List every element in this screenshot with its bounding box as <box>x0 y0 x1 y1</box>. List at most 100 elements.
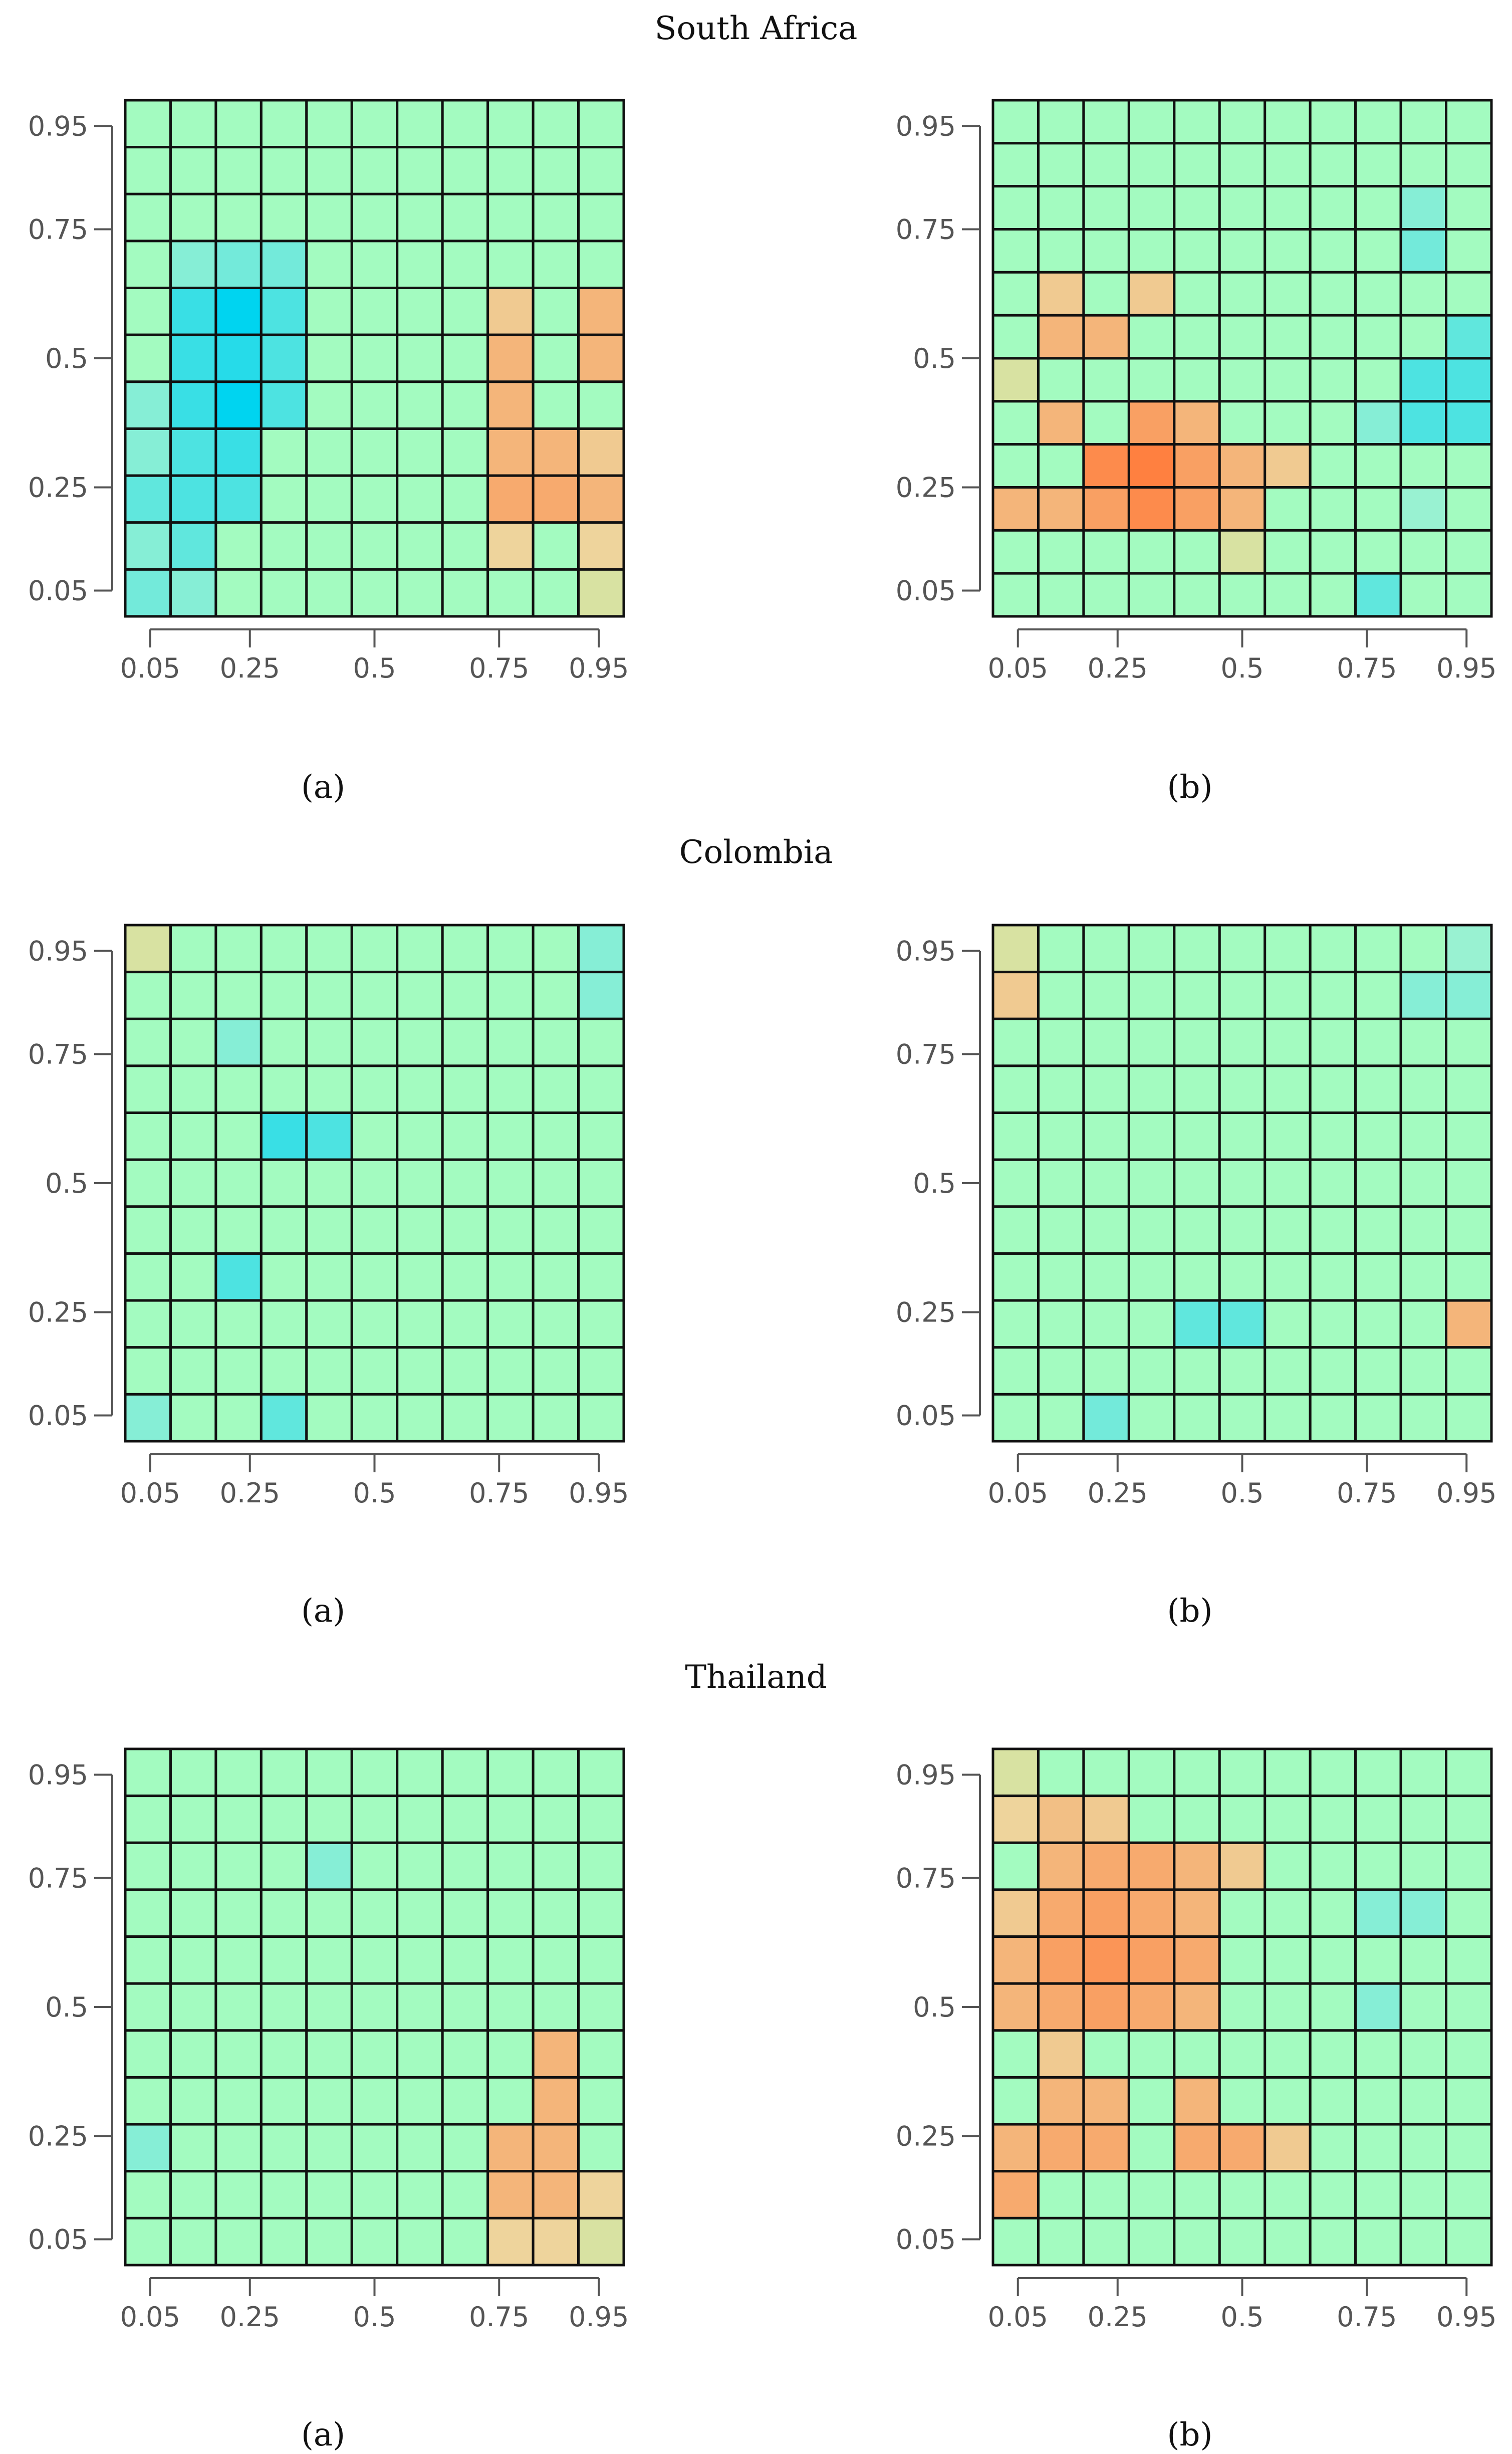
heatmap-cell <box>1218 486 1267 532</box>
heatmap-cell <box>260 1017 308 1067</box>
heatmap-cell <box>486 380 535 430</box>
heatmap-cell <box>1037 1252 1085 1302</box>
heatmap-cell <box>441 2076 489 2126</box>
heatmap-cell <box>214 568 263 618</box>
heatmap-cell <box>124 2029 172 2079</box>
heatmap-cell <box>1082 1017 1130 1067</box>
heatmap-cell <box>1218 142 1267 188</box>
heatmap-cell <box>1082 1841 1130 1891</box>
heatmap-cell <box>350 521 399 571</box>
heatmap-cell <box>486 333 535 383</box>
heatmap-cell <box>1218 1017 1267 1067</box>
heatmap-cell <box>396 380 444 430</box>
heatmap-cell <box>1218 357 1267 403</box>
heatmap-cell <box>124 1064 172 1114</box>
heatmap-cell <box>1309 400 1357 446</box>
heatmap-cell <box>486 474 535 524</box>
heatmap-cell <box>1445 1841 1493 1891</box>
heatmap-cell <box>396 2076 444 2126</box>
heatmap-cell <box>1445 99 1493 145</box>
heatmap-cell <box>532 333 580 383</box>
heatmap-cell <box>1354 99 1402 145</box>
heatmap-cell <box>305 1747 353 1798</box>
heatmap-cell <box>1309 1982 1357 2032</box>
heatmap-cell <box>1354 529 1402 575</box>
heatmap-cell <box>1445 1935 1493 1985</box>
heatmap-cell <box>441 521 489 571</box>
heatmap-cell <box>1445 924 1493 974</box>
heatmap-cell <box>486 924 535 974</box>
heatmap-cell <box>124 1888 172 1938</box>
heatmap-cell <box>1173 1017 1221 1067</box>
y-tick-label: 0.05 <box>28 575 88 607</box>
heatmap-cell <box>441 1158 489 1208</box>
heatmap-cell <box>1445 2076 1493 2126</box>
heatmap-cell <box>305 2029 353 2079</box>
heatmap-cell <box>1309 1935 1357 1985</box>
heatmap-cell <box>991 1158 1040 1208</box>
heatmap-cell <box>532 2029 580 2079</box>
heatmap-cell <box>1173 1795 1221 1844</box>
heatmap-cell <box>486 2170 535 2219</box>
heatmap-cell <box>1218 1299 1267 1349</box>
heatmap-cell <box>1399 2029 1448 2079</box>
heatmap-cell <box>577 1982 625 2032</box>
x-tick-label: 0.25 <box>220 652 280 684</box>
x-tick-label: 0.5 <box>1221 2301 1264 2333</box>
x-tick-label: 0.95 <box>1436 1477 1496 1509</box>
heatmap-cell <box>991 572 1040 618</box>
heatmap-cell <box>1127 1299 1176 1349</box>
heatmap-cell <box>1309 1393 1357 1443</box>
heatmap-cell <box>991 1064 1040 1114</box>
heatmap-cell <box>396 1205 444 1255</box>
heatmap-cell <box>1264 1111 1312 1161</box>
heatmap-cell <box>1354 1064 1402 1114</box>
heatmap-cell <box>1218 1795 1267 1844</box>
heatmap-cell <box>1264 2216 1312 2267</box>
heatmap-cell <box>350 1888 399 1938</box>
heatmap-cell <box>1037 1393 1085 1443</box>
y-tick-label: 0.05 <box>28 2224 88 2256</box>
heatmap-cell <box>577 146 625 195</box>
heatmap-cell <box>991 443 1040 489</box>
heatmap-cell <box>260 2170 308 2219</box>
panel-label-south-africa-a: (a) <box>301 769 345 806</box>
heatmap-cell <box>1264 1064 1312 1114</box>
heatmap-cell <box>1173 486 1221 532</box>
heatmap-cell <box>441 1205 489 1255</box>
heatmap-cell <box>1445 1111 1493 1161</box>
heatmap-cell <box>169 1111 217 1161</box>
heatmap-cell <box>214 1346 263 1396</box>
heatmap-cell <box>577 2170 625 2219</box>
heatmap-cell <box>1082 1252 1130 1302</box>
x-tick-label: 0.25 <box>220 1477 280 1509</box>
heatmap-cell <box>1037 2216 1085 2267</box>
heatmap-cell <box>124 146 172 195</box>
heatmap-cell <box>441 380 489 430</box>
heatmap-cell <box>260 192 308 243</box>
heatmap-cell <box>1037 1346 1085 1396</box>
heatmap-cell <box>1399 2076 1448 2126</box>
heatmap-cell <box>486 2123 535 2173</box>
heatmap-cell <box>486 1795 535 1844</box>
heatmap-cell <box>1399 1252 1448 1302</box>
heatmap-cell <box>532 1299 580 1349</box>
heatmap-cell <box>1445 2029 1493 2079</box>
heatmap-cell <box>260 1064 308 1114</box>
heatmap-cell <box>991 2123 1040 2173</box>
heatmap-cell <box>260 333 308 383</box>
heatmap-cell <box>577 2076 625 2126</box>
heatmap-cell <box>350 1111 399 1161</box>
heatmap-cell <box>214 2123 263 2173</box>
heatmap-cell <box>1173 99 1221 145</box>
heatmap-cell <box>1309 1299 1357 1349</box>
heatmap-cell <box>350 924 399 974</box>
heatmap-cell <box>169 2170 217 2219</box>
heatmap-cell <box>1218 2123 1267 2173</box>
heatmap-cell <box>214 1158 263 1208</box>
heatmap-cell <box>1309 314 1357 360</box>
heatmap-cell <box>169 1982 217 2032</box>
heatmap-cell <box>532 146 580 195</box>
heatmap-cell <box>396 1747 444 1798</box>
heatmap-cell <box>532 1346 580 1396</box>
